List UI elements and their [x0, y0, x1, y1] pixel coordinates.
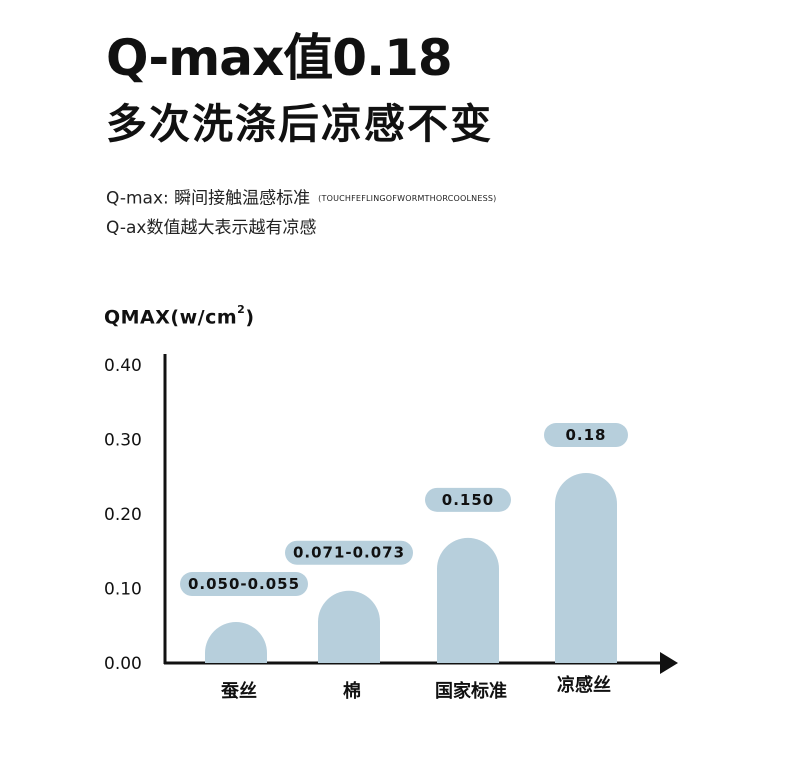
y-tick-label: 0.20 [104, 505, 142, 525]
title-value: 0.18 [332, 29, 452, 87]
value-label-pill [425, 487, 511, 512]
y-axis-unit-text: QMAX(w/cm [104, 306, 238, 329]
description-line-1-small: (TOUCHFEFLINGOFWORMTHORCOOLNESS) [318, 194, 497, 203]
category-label: 凉感丝 [557, 674, 611, 696]
y-axis-unit-close: ) [245, 306, 255, 329]
y-axis-unit-sup: 2 [237, 303, 246, 316]
x-axis-arrow [660, 652, 678, 674]
y-tick-label: 0.00 [104, 654, 142, 674]
category-label: 棉 [343, 680, 361, 702]
category-label: 蚕丝 [220, 680, 257, 702]
description-line-1: Q-max: 瞬间接触温感标准 (TOUCHFEFLINGOFWORMTHORCO… [106, 184, 496, 214]
headline: Q-max值0.18 [106, 22, 453, 94]
description-line-1-text: Q-max: 瞬间接触温感标准 [106, 188, 311, 209]
title-prefix: Q-max值 [106, 29, 333, 87]
value-label-pill [285, 540, 413, 565]
value-label: 0.050-0.055 [188, 575, 300, 593]
y-tick-label: 0.30 [104, 431, 142, 451]
value-label: 0.150 [442, 491, 494, 509]
value-label-pill [544, 423, 628, 448]
y-tick-label: 0.10 [104, 580, 142, 600]
value-label: 0.071-0.073 [293, 544, 405, 562]
subtitle: 多次洗涤后凉感不变 [106, 100, 493, 148]
value-label: 0.18 [565, 426, 606, 444]
bar [205, 622, 267, 663]
bar [437, 537, 499, 663]
description: Q-max: 瞬间接触温感标准 (TOUCHFEFLINGOFWORMTHORCO… [106, 184, 496, 243]
value-label-pill [180, 572, 308, 597]
category-label: 国家标准 [435, 680, 507, 702]
description-line-2: Q-ax数值越大表示越有凉感 [106, 217, 317, 238]
y-tick-label: 0.40 [104, 356, 142, 376]
bar [318, 590, 380, 663]
y-axis-unit: QMAX(w/cm2) [104, 303, 255, 329]
bar [555, 473, 617, 663]
